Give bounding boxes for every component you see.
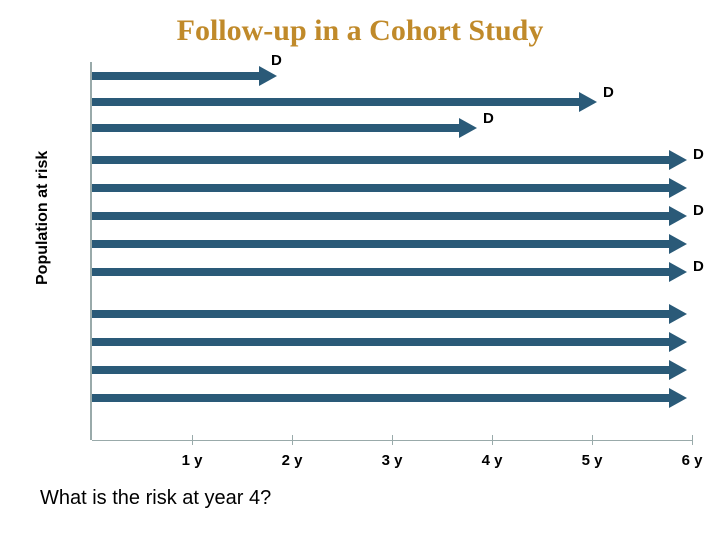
arrow-shaft xyxy=(92,124,459,132)
y-axis-label: Population at risk xyxy=(34,151,52,285)
arrow-shaft xyxy=(92,240,669,248)
question-text: What is the risk at year 4? xyxy=(40,487,271,510)
event-marker-d: D xyxy=(603,84,614,101)
x-tick xyxy=(492,435,493,445)
x-tick xyxy=(392,435,393,445)
event-marker-d: D xyxy=(271,52,282,69)
x-tick xyxy=(292,435,293,445)
arrow-head-icon xyxy=(579,92,597,112)
chart-plot-area: 1 y2 y3 y4 y5 y6 yDDDDDD xyxy=(92,70,692,440)
x-tick-label: 4 y xyxy=(482,452,503,469)
x-tick xyxy=(692,435,693,445)
x-tick-label: 6 y xyxy=(682,452,703,469)
arrow-shaft xyxy=(92,366,669,374)
arrow-shaft xyxy=(92,338,669,346)
arrow-shaft xyxy=(92,268,669,276)
arrow-head-icon xyxy=(669,360,687,380)
x-tick-label: 3 y xyxy=(382,452,403,469)
arrow-head-icon xyxy=(259,66,277,86)
arrow-head-icon xyxy=(669,150,687,170)
arrow-head-icon xyxy=(669,178,687,198)
arrow-head-icon xyxy=(669,388,687,408)
arrow-shaft xyxy=(92,212,669,220)
event-marker-d: D xyxy=(693,202,704,219)
arrow-shaft xyxy=(92,394,669,402)
event-marker-d: D xyxy=(693,258,704,275)
arrow-shaft xyxy=(92,156,669,164)
arrow-head-icon xyxy=(669,262,687,282)
event-marker-d: D xyxy=(483,110,494,127)
x-tick-label: 2 y xyxy=(282,452,303,469)
arrow-head-icon xyxy=(669,234,687,254)
arrow-head-icon xyxy=(459,118,477,138)
arrow-head-icon xyxy=(669,304,687,324)
arrow-head-icon xyxy=(669,206,687,226)
arrow-head-icon xyxy=(669,332,687,352)
arrow-shaft xyxy=(92,98,579,106)
x-tick xyxy=(192,435,193,445)
x-tick-label: 5 y xyxy=(582,452,603,469)
x-tick xyxy=(592,435,593,445)
arrow-shaft xyxy=(92,72,259,80)
arrow-shaft xyxy=(92,184,669,192)
arrow-shaft xyxy=(92,310,669,318)
chart-title: Follow-up in a Cohort Study xyxy=(0,14,720,48)
x-tick-label: 1 y xyxy=(182,452,203,469)
event-marker-d: D xyxy=(693,146,704,163)
y-axis xyxy=(90,62,92,440)
